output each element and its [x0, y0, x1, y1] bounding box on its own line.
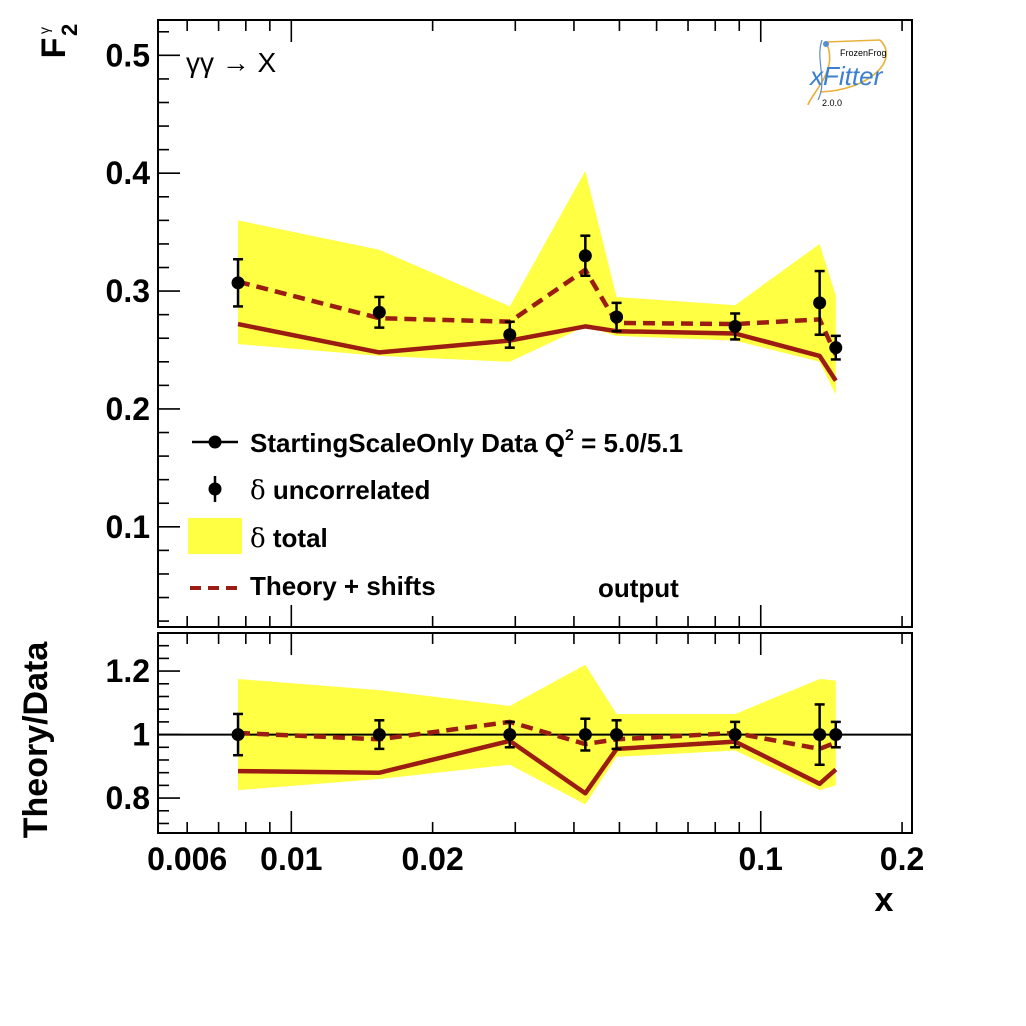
- main-theory-polyline: [237, 321, 838, 382]
- main-point-marker: [231, 276, 245, 290]
- ylabel-sup: γ: [36, 27, 52, 34]
- main-y-tick-label: 0.2: [106, 391, 150, 427]
- main-theory-shifted-line: [237, 266, 838, 356]
- legend-band-marker: [188, 518, 242, 554]
- main-data-point: [610, 301, 624, 333]
- ratio-point-marker: [728, 728, 742, 742]
- main-y-tick-label: 0.3: [106, 273, 150, 309]
- ratio-x-tick-label: 0.1: [738, 841, 782, 877]
- legend-entry-starting-scale: StartingScaleOnly Data Q2 = 5.0/5.1: [250, 427, 683, 458]
- x-axis-label: x: [875, 881, 894, 919]
- main-frame: [157, 19, 913, 628]
- logo-dot-icon: [823, 41, 829, 47]
- ratio-data-point: [813, 703, 827, 766]
- main-point-marker: [503, 328, 517, 342]
- ratio-point-marker: [372, 728, 386, 742]
- ratio-y-ticks: 0.8 1 1.2: [106, 632, 180, 825]
- ratio-data-points: [231, 703, 843, 766]
- main-point-marker: [829, 341, 843, 355]
- ratio-point-marker: [610, 728, 624, 742]
- legend-entry-2-symbol: δ: [250, 476, 266, 506]
- main-theory-line: [237, 321, 838, 382]
- ratio-point-marker: [231, 728, 245, 742]
- main-point-marker: [728, 319, 742, 333]
- main-total-band: [238, 170, 836, 395]
- ratio-theory-shifted-line: [237, 719, 837, 752]
- xfitter-logo: FrozenFrog xFitter 2.0.0: [807, 39, 887, 108]
- main-x-ticks: [186, 20, 903, 627]
- main-point-marker: [813, 296, 827, 310]
- legend-entry-1-label: StartingScaleOnly Data Q: [250, 428, 565, 458]
- main-point-marker: [372, 305, 386, 319]
- main-data-point: [813, 269, 827, 336]
- legend-entry-3-label: total: [266, 523, 328, 553]
- process-label: γγ → X: [186, 47, 277, 78]
- ratio-x-ticks: 0.006 0.01 0.02 0.1 0.2: [147, 633, 924, 877]
- ratio-theory-line: [237, 738, 838, 796]
- main-theory-shifted-polyline: [237, 266, 838, 356]
- logo-curve-icon: [817, 39, 823, 101]
- ratio-data-point: [610, 719, 624, 751]
- main-panel: 0.1 0.2 0.3 0.4 0.5 F 2 γ γγ → X FrozenFrog …: [35, 19, 913, 628]
- legend-entry-theory-shifts: Theory + shifts: [250, 571, 436, 601]
- ylabel-main: F: [35, 38, 73, 59]
- main-band-area: [238, 170, 836, 395]
- ratio-theory-polyline: [237, 738, 838, 796]
- ratio-x-tick-label: 0.01: [260, 841, 322, 877]
- ratio-data-point: [372, 719, 386, 751]
- legend: StartingScaleOnly Data Q2 = 5.0/5.1 δ un…: [188, 427, 683, 601]
- legend-entry-total: δ total: [250, 523, 328, 554]
- ratio-y-axis-label: Theory/Data: [17, 641, 55, 839]
- ylabel-sub: 2: [57, 24, 82, 36]
- ratio-data-point: [231, 712, 245, 757]
- logo-swoosh-icon: [807, 39, 887, 106]
- main-y-tick-label: 0.5: [106, 37, 150, 73]
- main-data-point: [503, 320, 517, 349]
- main-point-marker: [578, 249, 592, 263]
- ratio-theory-shifted-polyline: [237, 719, 837, 752]
- main-data-points: [231, 234, 843, 361]
- ratio-point-marker: [578, 728, 592, 742]
- ratio-point-marker: [829, 728, 843, 742]
- ratio-panel: 0.811.2 0.006 0.01 0.02 0.1 0.2 Theory/Data …: [17, 632, 924, 919]
- ratio-frame: [157, 632, 913, 834]
- main-y-axis-label: F 2 γ: [35, 24, 82, 59]
- logo-top-text: FrozenFrog: [840, 48, 887, 58]
- main-y-tick-label: 0.1: [106, 509, 150, 545]
- legend-point-marker: [208, 482, 222, 496]
- main-data-point: [372, 295, 386, 329]
- legend-line-point-marker: [208, 435, 222, 449]
- legend-entry-1-sup: 2: [565, 427, 574, 444]
- ratio-point-marker: [813, 728, 827, 742]
- ratio-x-tick-label: 0.02: [401, 841, 463, 877]
- legend-entry-uncorrelated: δ uncorrelated: [250, 475, 430, 506]
- legend-entry-1-suffix: = 5.0/5.1: [574, 428, 683, 458]
- main-point-marker: [610, 310, 624, 324]
- ratio-y-tick-label: 1.2: [106, 653, 150, 689]
- main-data-point: [829, 334, 843, 361]
- ratio-y-tick-label: 1: [132, 717, 150, 753]
- ratio-data-point: [728, 720, 742, 749]
- legend-entry-3-symbol: δ: [250, 524, 266, 554]
- ratio-y-tick-label: 0.8: [106, 780, 150, 816]
- logo-main-text: xFitter: [808, 61, 884, 91]
- main-data-point: [578, 234, 592, 278]
- legend-entry-2-label: uncorrelated: [266, 475, 431, 505]
- logo-version-text: 2.0.0: [822, 98, 842, 108]
- main-y-tick-label: 0.4: [106, 155, 151, 191]
- ratio-x-tick-label: 0.2: [880, 841, 924, 877]
- main-y-ticks: 0.1 0.2 0.3 0.4 0.5: [106, 30, 180, 622]
- ratio-x-tick-label: 0.006: [147, 841, 227, 877]
- main-data-point: [728, 312, 742, 341]
- main-data-point: [231, 258, 245, 308]
- output-label: output: [598, 573, 679, 603]
- ratio-data-point: [503, 720, 517, 749]
- ratio-data-point: [829, 720, 843, 749]
- ratio-data-point: [578, 717, 592, 752]
- ratio-point-marker: [503, 728, 517, 742]
